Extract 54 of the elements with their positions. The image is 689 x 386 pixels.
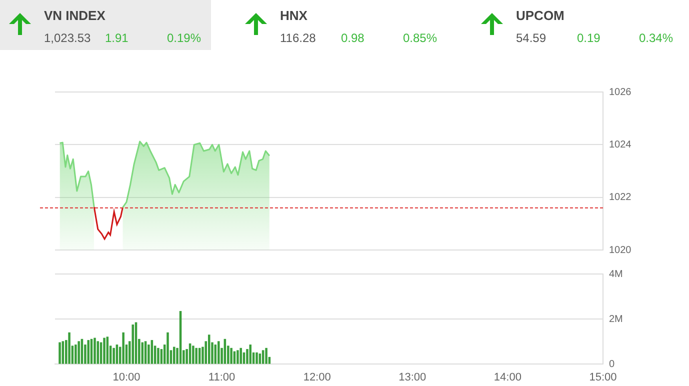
y-tick-label: 0 <box>609 358 615 370</box>
y-tick-label: 4M <box>609 268 623 280</box>
text: 0.19% <box>167 31 202 45</box>
bar <box>132 324 134 364</box>
bar <box>236 350 239 364</box>
bar <box>214 344 217 364</box>
bar <box>265 348 268 364</box>
bar <box>87 340 90 364</box>
bar <box>195 348 198 364</box>
bar <box>58 342 61 364</box>
x-tick-label: 14:00 <box>494 372 522 384</box>
x-tick-label: 12:00 <box>303 372 331 384</box>
bar <box>157 348 160 364</box>
bar <box>112 348 115 364</box>
bar <box>144 341 147 364</box>
x-tick-label: 11:00 <box>208 372 236 384</box>
x-tick-label: 15:00 <box>589 372 617 384</box>
bar <box>122 332 124 364</box>
bar <box>192 346 194 364</box>
text: 54.59 <box>516 31 546 45</box>
y-tick-label: 1022 <box>609 192 632 204</box>
text: 0.19 <box>577 31 600 45</box>
bar <box>218 341 220 364</box>
bar <box>62 341 64 364</box>
bar <box>103 338 106 364</box>
text: 0.98 <box>341 31 364 45</box>
text: HNX <box>280 8 308 23</box>
text: VN INDEX <box>44 8 106 23</box>
bar <box>256 352 258 364</box>
bar <box>74 344 77 364</box>
text: 0.85% <box>403 31 438 45</box>
y-tick-label: 1026 <box>609 86 632 98</box>
bar <box>230 348 232 364</box>
y-tick-label: 1024 <box>609 139 632 150</box>
text: 0.34% <box>639 31 674 45</box>
bar <box>258 354 262 364</box>
bar <box>78 341 80 364</box>
bar <box>68 332 70 364</box>
text: 1.91 <box>105 31 128 45</box>
bar <box>116 344 118 364</box>
y-tick-label: 2M <box>609 314 623 325</box>
bar <box>94 338 96 364</box>
text: 116.28 <box>280 31 316 45</box>
x-tick-label: 13:00 <box>398 372 426 384</box>
y-tick-label: 1020 <box>609 244 632 256</box>
bar <box>166 332 169 364</box>
bar <box>96 341 100 364</box>
bar <box>249 344 252 364</box>
x-tick-label: 10:00 <box>112 372 140 384</box>
bar <box>262 350 264 364</box>
text: UPCOM <box>516 8 564 23</box>
bar <box>240 348 242 364</box>
text: 1,023.53 <box>44 31 91 45</box>
bar <box>173 346 176 364</box>
